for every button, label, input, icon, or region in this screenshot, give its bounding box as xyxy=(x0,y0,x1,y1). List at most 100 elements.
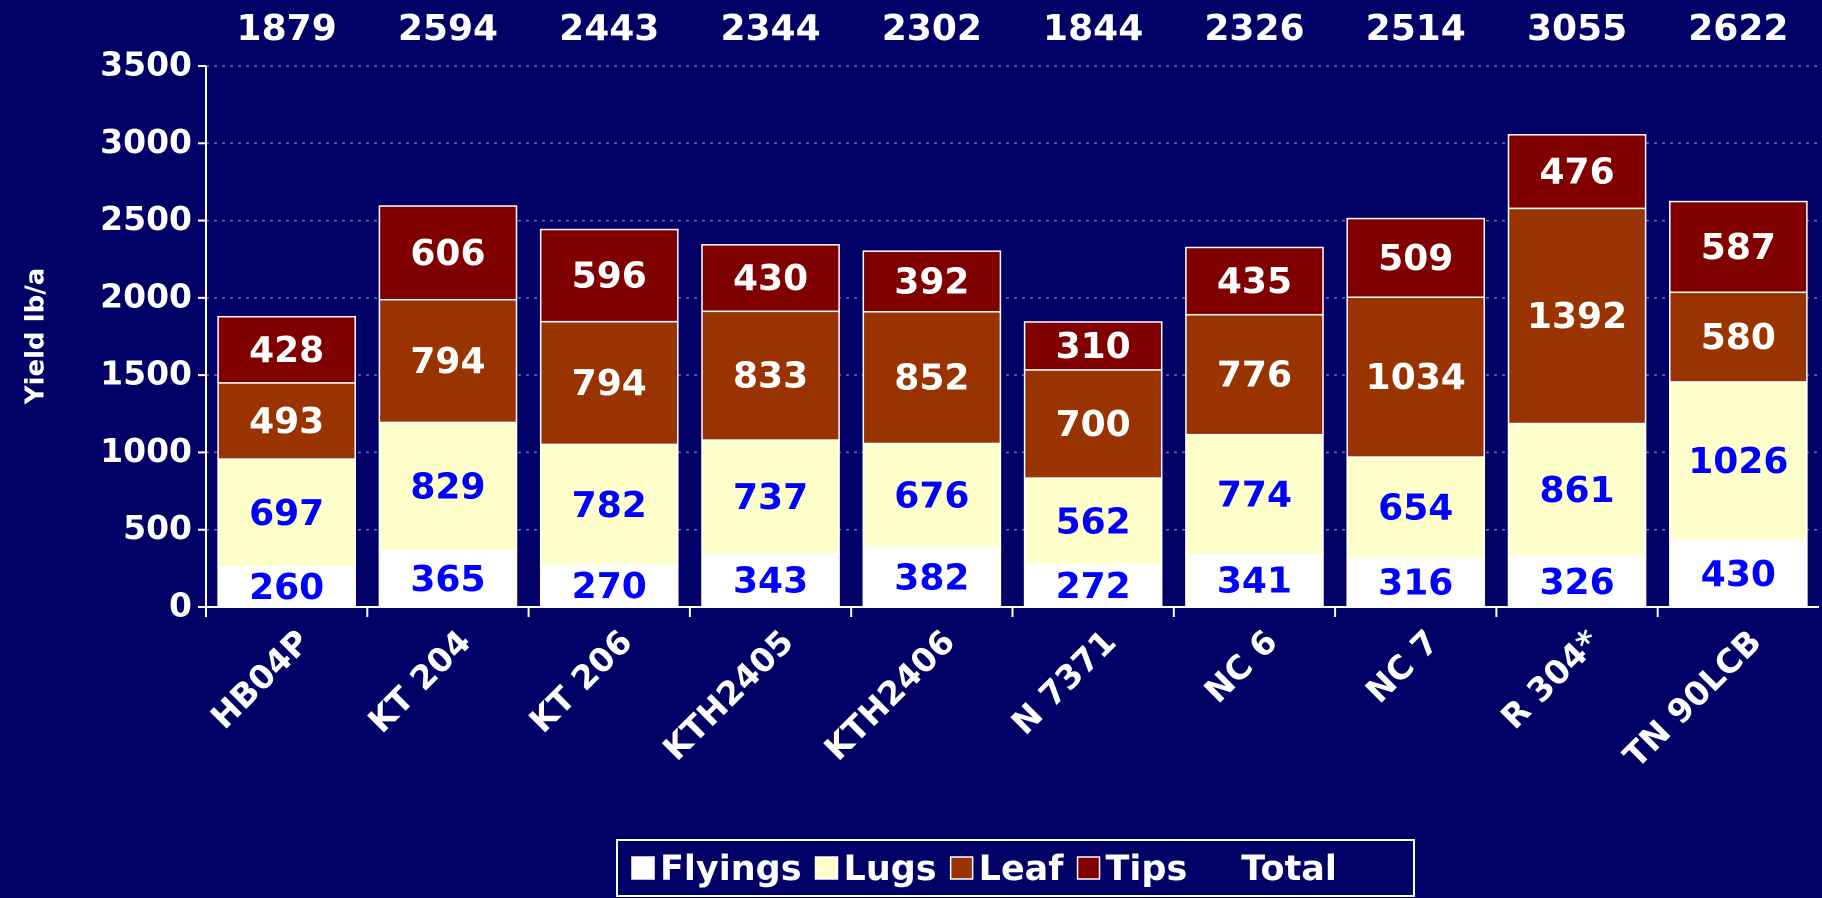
bar-segment xyxy=(701,553,840,608)
bar-segment xyxy=(217,315,356,384)
bar-segment xyxy=(378,298,518,424)
y-axis-label: Yield lb/a xyxy=(21,268,51,406)
value-label: 776 xyxy=(1217,355,1292,396)
total-label: 2594 xyxy=(398,8,498,49)
bar-segment xyxy=(1507,422,1647,558)
value-label: 326 xyxy=(1539,562,1614,603)
total-label: 2302 xyxy=(882,8,982,49)
value-label: 794 xyxy=(572,363,647,404)
bar-segment xyxy=(1669,291,1808,383)
total-label: 1844 xyxy=(1043,8,1143,49)
legend-box xyxy=(616,839,1415,897)
bar-segment xyxy=(1185,246,1324,316)
bar-segment xyxy=(1346,296,1486,458)
total-label: 2443 xyxy=(559,8,659,49)
x-tick-label: NC 7 xyxy=(1358,622,1447,711)
value-label: 430 xyxy=(1701,554,1776,595)
total-label: 2622 xyxy=(1688,8,1788,49)
value-label: 428 xyxy=(249,330,324,371)
value-label: 580 xyxy=(1701,317,1776,358)
y-tick-label: 3500 xyxy=(100,45,192,84)
legend-swatch xyxy=(814,856,839,880)
value-label: 1026 xyxy=(1688,441,1788,482)
bar-segment xyxy=(862,250,1002,313)
x-tick-label: KT 204 xyxy=(360,622,478,740)
bar-segment xyxy=(378,205,518,301)
bar-segment xyxy=(1507,134,1647,210)
bar-segment xyxy=(539,320,679,446)
y-tick-label: 1500 xyxy=(100,354,192,393)
legend-label: Lugs xyxy=(844,849,937,889)
value-label: 316 xyxy=(1378,563,1453,604)
bar-segment xyxy=(217,382,356,460)
legend-swatch xyxy=(949,856,974,880)
value-label: 829 xyxy=(410,467,485,508)
value-label: 476 xyxy=(1539,152,1614,193)
value-label: 382 xyxy=(894,557,969,598)
value-label: 509 xyxy=(1378,238,1453,279)
bar-segment xyxy=(1023,369,1163,479)
value-label: 700 xyxy=(1056,404,1131,445)
legend-label: Total xyxy=(1241,849,1337,889)
value-label: 596 xyxy=(572,256,647,297)
value-label: 852 xyxy=(894,358,969,399)
bar-segment xyxy=(1185,433,1324,556)
y-tick-label: 500 xyxy=(123,508,192,547)
value-label: 493 xyxy=(249,401,324,442)
bar-segment xyxy=(701,244,840,313)
value-label: 654 xyxy=(1378,488,1453,529)
total-label: 2514 xyxy=(1366,8,1466,49)
bar-segment xyxy=(1023,321,1163,371)
value-label: 1392 xyxy=(1527,296,1627,337)
value-label: 272 xyxy=(1056,566,1131,607)
value-label: 430 xyxy=(733,258,808,299)
value-label: 310 xyxy=(1056,326,1131,367)
x-tick-label: TN 90LCB xyxy=(1615,622,1768,775)
y-tick-label: 0 xyxy=(169,586,192,625)
y-tick-label: 3000 xyxy=(100,122,192,161)
total-label: 2326 xyxy=(1204,8,1304,49)
bar-segment xyxy=(217,566,356,608)
value-label: 697 xyxy=(249,493,324,534)
value-label: 606 xyxy=(410,233,485,274)
y-tick-label: 2000 xyxy=(100,276,192,315)
x-tick-label: N 7371 xyxy=(1003,622,1123,742)
value-label: 833 xyxy=(733,356,808,397)
value-label: 1034 xyxy=(1366,357,1466,398)
bar-segment xyxy=(378,549,518,608)
bar-segment xyxy=(1023,564,1163,608)
total-label: 3055 xyxy=(1527,8,1627,49)
bar-segment xyxy=(1185,313,1324,436)
value-label: 365 xyxy=(410,559,485,600)
legend-swatch xyxy=(631,856,655,880)
bar-segment xyxy=(378,421,518,552)
legend-label: Flyings xyxy=(660,849,802,889)
y-tick-label: 2500 xyxy=(100,199,192,238)
value-label: 794 xyxy=(410,341,485,382)
bar-segment xyxy=(539,228,679,323)
x-tick-label: HB04P xyxy=(203,622,317,736)
value-label: 435 xyxy=(1217,261,1292,302)
bar-segment xyxy=(1023,477,1163,566)
bar-segment xyxy=(1669,539,1808,608)
value-label: 341 xyxy=(1217,561,1292,602)
value-label: 343 xyxy=(733,560,808,601)
value-label: 861 xyxy=(1539,470,1614,511)
bar-segment xyxy=(862,442,1002,549)
y-tick-label: 1000 xyxy=(100,431,192,470)
x-tick-label: NC 6 xyxy=(1196,622,1285,711)
value-label: 676 xyxy=(894,476,969,517)
value-label: 270 xyxy=(572,566,647,607)
bar-segment xyxy=(539,443,679,567)
x-tick-label: KT 206 xyxy=(521,622,639,740)
bar-segment xyxy=(1185,553,1324,608)
value-label: 774 xyxy=(1217,474,1292,515)
value-label: 260 xyxy=(249,567,324,608)
value-label: 737 xyxy=(733,477,808,518)
value-label: 587 xyxy=(1701,227,1776,268)
bar-segment xyxy=(1669,200,1808,294)
legend-label: Leaf xyxy=(979,849,1065,889)
bar-segment xyxy=(1669,381,1808,542)
bar-segment xyxy=(539,564,679,608)
